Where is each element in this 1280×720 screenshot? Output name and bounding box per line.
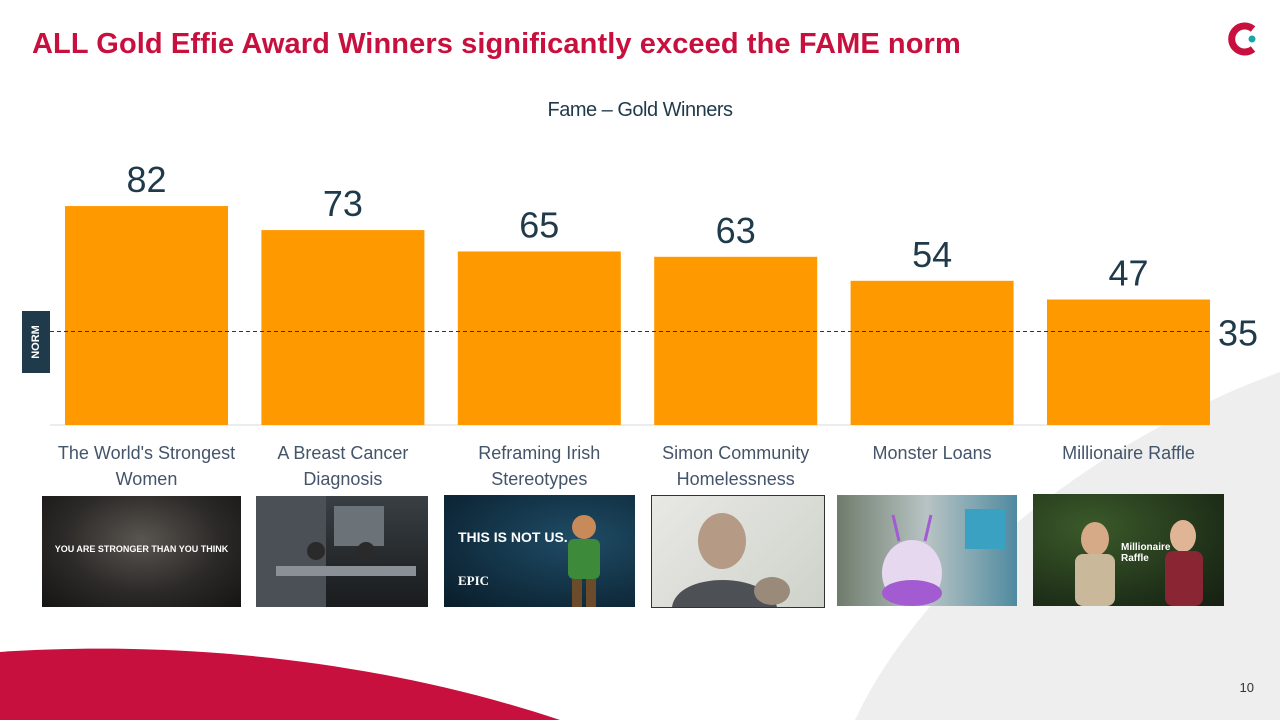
couple-scene xyxy=(1075,520,1203,606)
chart-title: Fame – Gold Winners xyxy=(547,99,733,121)
category-label: Millionaire Raffle xyxy=(1062,443,1195,463)
norm-badge: NORM xyxy=(22,311,50,373)
thumb-worlds-strongest-women: YOU ARE STRONGER THAN YOU THINK xyxy=(42,496,241,607)
norm-label: NORM xyxy=(30,325,42,359)
category-label: Monster Loans xyxy=(873,443,992,463)
bar xyxy=(850,280,1014,425)
category-label: Reframing Irish xyxy=(478,443,600,463)
category-label: Homelessness xyxy=(677,469,795,489)
bar-value-label: 47 xyxy=(1108,253,1148,294)
thumb-caption: YOU ARE STRONGER THAN YOU THINK xyxy=(54,544,229,554)
bar-value-label: 63 xyxy=(716,210,756,251)
c-logo-icon xyxy=(1228,22,1256,56)
bar-value-label: 65 xyxy=(519,204,559,245)
category-label: Stereotypes xyxy=(491,469,587,489)
norm-value-label: 35 xyxy=(1218,313,1258,354)
thumb-logo-text: EPIC xyxy=(458,573,490,588)
red-swoosh xyxy=(0,648,560,720)
bar-value-label: 54 xyxy=(912,234,952,275)
thumb-monster-loans xyxy=(837,495,1017,606)
bar xyxy=(1047,299,1210,425)
category-label: The World's Strongest xyxy=(58,443,235,463)
category-label: Women xyxy=(116,469,178,489)
category-label: Diagnosis xyxy=(303,469,382,489)
thumb-simon-community xyxy=(651,495,825,608)
page-number: 10 xyxy=(1239,680,1254,695)
bar xyxy=(261,230,425,425)
monster-mascot xyxy=(882,509,1005,606)
thumb-millionaire-raffle: Millionaire Raffle xyxy=(1033,494,1224,606)
thumb-breast-cancer-diagnosis xyxy=(256,496,428,607)
slide-title: ALL Gold Effie Award Winners significant… xyxy=(32,28,961,60)
bar-value-label: 82 xyxy=(126,159,166,200)
portrait-man-cat xyxy=(672,513,790,607)
bar xyxy=(65,206,228,425)
thumb-reframing-irish-stereotypes: THIS IS NOT US. EPIC xyxy=(444,495,635,607)
thumb-caption: THIS IS NOT US. xyxy=(458,529,568,545)
bar xyxy=(457,251,621,425)
bar xyxy=(654,256,818,425)
category-label: A Breast Cancer xyxy=(277,443,408,463)
office-scene xyxy=(256,496,416,607)
category-label: Simon Community xyxy=(662,443,809,463)
leprechaun-figure xyxy=(568,515,600,607)
thumb-caption: Millionaire Raffle xyxy=(1121,542,1171,564)
bar-value-label: 73 xyxy=(323,183,363,224)
